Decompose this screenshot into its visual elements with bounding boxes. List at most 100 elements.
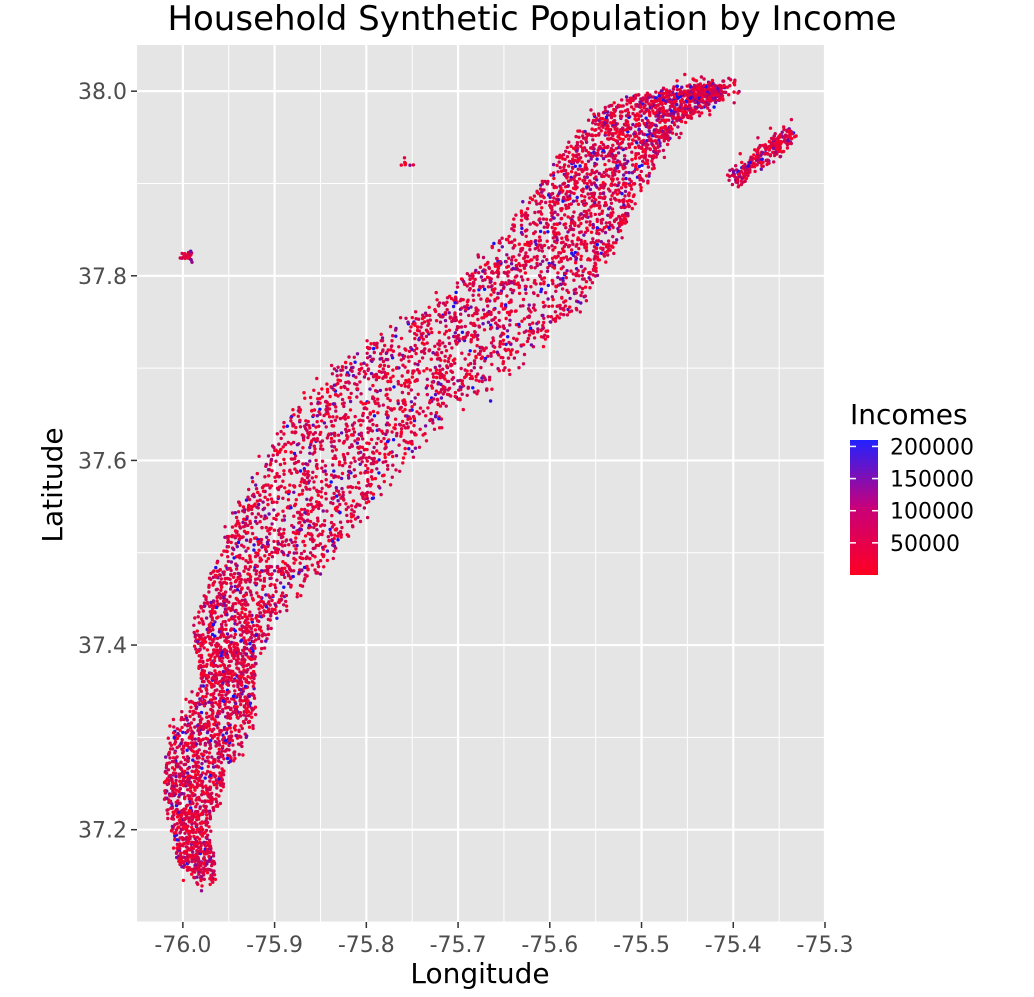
data-point (227, 739, 231, 743)
data-point (284, 604, 289, 608)
data-point (654, 141, 659, 145)
data-point (533, 230, 537, 234)
data-point (593, 171, 597, 175)
data-point (277, 442, 281, 446)
data-point (585, 242, 589, 246)
data-point (672, 85, 676, 89)
data-point (471, 293, 475, 297)
data-point (501, 338, 506, 342)
data-point (259, 629, 263, 633)
data-point (290, 523, 294, 528)
data-point (614, 153, 618, 158)
data-point (250, 476, 254, 480)
data-point (248, 642, 252, 646)
data-point (198, 714, 202, 719)
data-point (188, 714, 192, 719)
data-point (595, 226, 599, 230)
data-point (544, 329, 548, 333)
data-point (308, 551, 313, 555)
data-point (242, 710, 246, 714)
data-point (246, 621, 250, 625)
data-point (633, 93, 638, 98)
data-point (279, 594, 284, 598)
data-point (213, 877, 218, 882)
data-point (584, 220, 589, 224)
data-point (316, 493, 320, 497)
data-point (402, 438, 406, 443)
data-point (252, 543, 256, 547)
data-point (438, 364, 442, 368)
data-point (340, 365, 345, 369)
data-point (590, 171, 594, 175)
data-point (475, 344, 479, 348)
data-point (492, 241, 496, 246)
data-point (416, 317, 421, 321)
data-point (400, 419, 405, 424)
data-point (459, 297, 463, 301)
data-point (375, 460, 379, 464)
data-point (490, 362, 494, 367)
data-point (584, 138, 588, 142)
data-point (193, 863, 198, 867)
data-point (575, 140, 580, 145)
data-point (594, 269, 598, 273)
data-point (211, 806, 216, 810)
data-point (335, 415, 339, 419)
data-point (388, 387, 392, 392)
data-point (194, 805, 198, 809)
data-point (310, 408, 314, 413)
data-point (578, 164, 582, 168)
data-point (587, 271, 591, 275)
data-point (237, 728, 241, 732)
data-point (170, 766, 175, 770)
data-point (218, 689, 222, 694)
data-point (431, 375, 436, 379)
data-point (563, 157, 567, 161)
data-point (337, 493, 341, 497)
data-point (583, 195, 587, 199)
data-point (361, 411, 365, 416)
data-point (515, 274, 519, 278)
data-point (565, 155, 570, 159)
data-point (563, 304, 568, 308)
data-point (530, 197, 535, 202)
data-point (541, 344, 546, 349)
data-point (217, 747, 221, 751)
data-point (454, 290, 458, 295)
data-point (336, 538, 340, 542)
data-point (639, 169, 643, 174)
data-point (191, 712, 195, 716)
data-point (422, 351, 427, 355)
data-point (306, 512, 310, 516)
data-point (682, 89, 687, 93)
data-point (326, 535, 330, 539)
data-point (270, 550, 274, 555)
data-point (376, 411, 380, 415)
data-point (228, 594, 232, 599)
data-point (576, 236, 580, 240)
data-point (497, 318, 501, 323)
data-point (393, 423, 398, 427)
data-point (235, 622, 239, 626)
data-point (186, 741, 190, 746)
data-point (228, 650, 232, 654)
data-point (512, 356, 517, 360)
data-point (204, 772, 208, 776)
data-point (276, 541, 281, 546)
data-point (501, 342, 505, 346)
data-point (201, 639, 205, 643)
data-point (316, 534, 320, 538)
data-point (441, 401, 446, 406)
data-point (340, 471, 345, 476)
data-point (565, 313, 570, 317)
data-point (270, 555, 275, 559)
data-point (206, 867, 210, 871)
data-point (216, 714, 220, 719)
data-point (526, 277, 530, 282)
data-point (526, 307, 531, 311)
data-point (381, 348, 385, 352)
data-point (190, 840, 194, 844)
data-point (490, 318, 494, 322)
data-point (580, 188, 584, 192)
data-point (169, 829, 174, 833)
